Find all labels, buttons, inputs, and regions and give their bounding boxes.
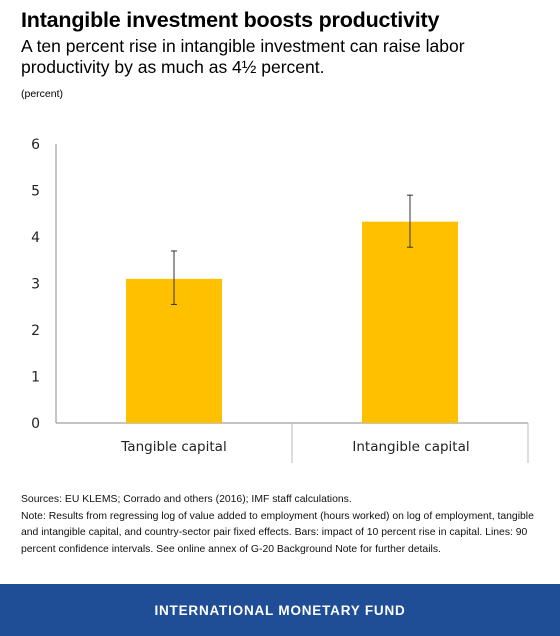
y-axis: 0 1 2 3 4 5 6 [31,137,57,432]
bar [362,221,458,423]
chart-subtitle: A ten percent rise in intangible investm… [21,36,465,77]
y-tick-label: 5 [31,184,40,200]
bars [126,221,458,423]
category-labels: Tangible capital Intangible capital [120,439,469,455]
y-tick-label: 0 [31,416,40,432]
y-tick-label: 3 [31,277,40,293]
y-tick-label: 2 [31,323,40,339]
unit-label: (percent) [21,88,64,100]
footer-label: INTERNATIONAL MONETARY FUND [154,602,406,618]
chart-title: Intangible investment boosts productivit… [21,8,440,32]
y-tick-labels: 0 1 2 3 4 5 6 [31,137,40,432]
y-tick-label: 4 [31,230,40,246]
x-tick-marks [291,423,529,463]
bar-chart: 0 1 2 3 4 5 6 Tangible capital Intangible capi… [31,137,529,463]
footer-banner: INTERNATIONAL MONETARY FUND [0,584,560,636]
source-notes: Sources: EU KLEMS; Corrado and others (2… [21,492,546,558]
category-label: Tangible capital [120,439,226,455]
note-text: Note: Results from regressing log of val… [21,510,534,555]
y-tick-label: 6 [31,137,40,153]
error-bars [171,194,413,305]
category-label: Intangible capital [352,439,469,455]
y-tick-label: 1 [31,370,40,386]
sources-text: Sources: EU KLEMS; Corrado and others (2… [21,494,352,505]
